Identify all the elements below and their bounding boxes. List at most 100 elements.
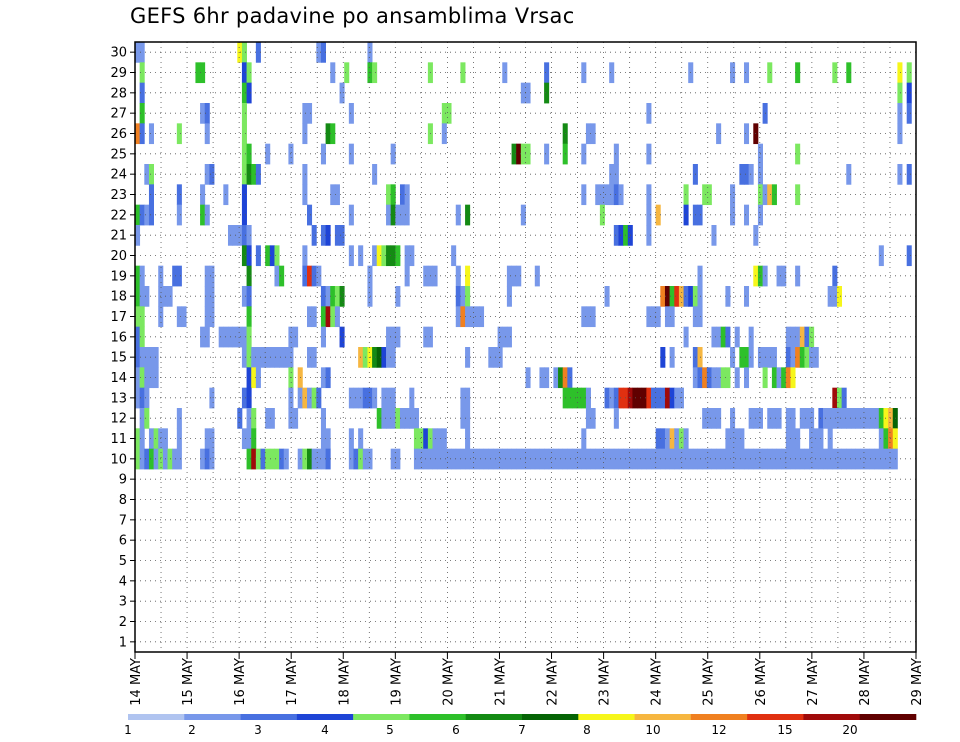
heatmap-cell — [841, 408, 847, 429]
heatmap-cell — [730, 184, 736, 206]
heatmap-cell — [730, 347, 736, 368]
heatmap-cell — [209, 306, 215, 328]
heatmap-cell — [469, 306, 475, 328]
heatmap-cell — [795, 184, 801, 206]
heatmap-cell — [604, 184, 610, 206]
heatmap-cell — [743, 448, 750, 470]
heatmap-cell — [511, 265, 517, 287]
heatmap-cell — [386, 326, 392, 348]
heatmap-cell — [720, 326, 726, 348]
heatmap-cell — [832, 387, 838, 409]
heatmap-cell — [748, 326, 754, 348]
y-tick-label: 11 — [110, 432, 127, 447]
heatmap-cell — [613, 448, 619, 470]
heatmap-cell — [381, 408, 387, 429]
heatmap-cell — [869, 448, 875, 470]
x-tick-label: 19 MAY — [389, 658, 404, 706]
heatmap-cell — [153, 428, 159, 450]
heatmap-cell — [241, 164, 247, 185]
heatmap-cell — [655, 428, 661, 450]
heatmap-cell — [404, 204, 410, 226]
heatmap-cell — [595, 184, 601, 206]
heatmap-cell — [269, 408, 275, 429]
heatmap-cell — [176, 306, 182, 328]
heatmap-cell — [767, 347, 773, 368]
heatmap-cell — [711, 408, 717, 429]
heatmap-cell — [604, 286, 610, 307]
heatmap-cell — [664, 306, 671, 328]
heatmap-cell — [767, 184, 773, 206]
heatmap-cell — [376, 245, 382, 267]
heatmap-cell — [255, 245, 261, 267]
heatmap-cell — [451, 448, 457, 470]
y-tick-label: 24 — [110, 168, 127, 183]
heatmap-cell — [525, 448, 531, 470]
heatmap-cell — [246, 347, 252, 368]
heatmap-cell — [734, 326, 740, 348]
heatmap-cell — [651, 387, 657, 409]
heatmap-cell — [320, 286, 326, 307]
heatmap-cell — [609, 62, 615, 84]
heatmap-cell — [139, 62, 145, 84]
colorbar: 1 2 3 4 5 6 7 8 10 12 15 20 — [124, 714, 917, 737]
heatmap-cell — [534, 448, 540, 470]
heatmap-cell — [386, 408, 392, 429]
heatmap-cell — [148, 123, 154, 145]
heatmap-cell — [534, 265, 540, 287]
x-tick-label: 17 MAY — [285, 658, 300, 706]
heatmap-cell — [795, 143, 801, 165]
heatmap-cell — [251, 408, 257, 429]
heatmap-cell — [604, 448, 610, 470]
colorbar-label: 8 — [583, 723, 591, 737]
heatmap-cell — [506, 448, 512, 470]
heatmap-cell — [241, 62, 247, 84]
heatmap-cell — [320, 225, 326, 246]
heatmap-cell — [609, 184, 615, 206]
heatmap-cell — [776, 367, 782, 389]
heatmap-cell — [585, 448, 591, 470]
heatmap-cell — [906, 62, 912, 84]
heatmap-cell — [348, 245, 354, 267]
heatmap-cell — [590, 306, 596, 328]
heatmap-cell — [320, 42, 326, 63]
heatmap-cell — [325, 225, 331, 246]
x-tick-label: 25 MAY — [702, 658, 717, 706]
heatmap-cell — [660, 286, 666, 307]
heatmap-cell — [209, 428, 215, 450]
heatmap-cell — [330, 286, 336, 307]
heatmap-cell — [860, 408, 866, 429]
heatmap-cell — [613, 184, 619, 206]
heatmap-cell — [506, 326, 512, 348]
heatmap-cell — [237, 225, 243, 246]
heatmap-cell — [386, 347, 392, 368]
heatmap-cell — [441, 428, 447, 450]
heatmap-cell — [771, 408, 777, 429]
heatmap-cell — [641, 448, 647, 470]
heatmap-cell — [734, 367, 740, 389]
x-tick-label: 15 MAY — [181, 658, 196, 706]
x-tick-label: 21 MAY — [493, 658, 508, 706]
heatmap-cell — [544, 62, 550, 84]
heatmap-cell — [581, 143, 587, 165]
heatmap-cell — [209, 265, 215, 287]
heatmap-cell — [599, 184, 605, 206]
heatmap-cell — [176, 184, 182, 206]
heatmap-cell — [316, 265, 322, 287]
heatmap-cell — [395, 326, 401, 348]
heatmap-cell — [320, 448, 326, 470]
heatmap-cell — [790, 367, 796, 389]
heatmap-cell — [465, 286, 471, 307]
heatmap-cell — [269, 245, 275, 267]
heatmap-cell — [139, 103, 145, 124]
heatmap-cell — [241, 428, 247, 450]
heatmap-cell — [739, 164, 745, 185]
heatmap-cell — [246, 408, 252, 429]
heatmap-cell — [139, 82, 145, 104]
heatmap-cell — [265, 143, 271, 165]
heatmap-cell — [320, 428, 326, 450]
heatmap-cell — [567, 387, 573, 409]
heatmap-cell — [255, 42, 261, 63]
heatmap-cell — [646, 184, 652, 206]
heatmap-cell — [269, 448, 275, 470]
heatmap-cell — [544, 82, 550, 104]
